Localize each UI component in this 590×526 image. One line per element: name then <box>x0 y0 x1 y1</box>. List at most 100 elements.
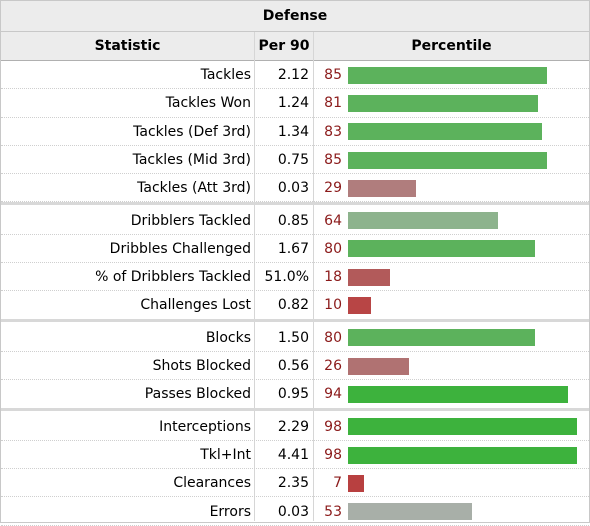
per90-value: 2.29 <box>277 418 309 435</box>
per90-value: 0.85 <box>277 212 309 229</box>
table-row: Tackles (Def 3rd) 1.34 83 <box>1 118 589 146</box>
row-divider <box>1 350 589 352</box>
percentile-bar <box>348 446 578 464</box>
percentile-value: 98 <box>324 446 342 463</box>
per90-value: 0.03 <box>277 503 309 520</box>
row-divider <box>1 262 589 264</box>
percentile-bar <box>348 94 538 112</box>
stat-name: Tackles Won <box>165 95 251 112</box>
table-row: Dribblers Tackled 0.85 64 <box>1 207 589 235</box>
stat-name: Blocks <box>205 329 251 346</box>
percentile-bar <box>348 329 536 347</box>
stat-name: Passes Blocked <box>144 386 251 403</box>
stat-name: Tackles <box>200 67 251 83</box>
row-divider <box>1 173 589 175</box>
percentile-bar <box>348 268 391 286</box>
row-divider <box>1 88 589 90</box>
stat-name: Tkl+Int <box>200 446 251 463</box>
stat-name: Challenges Lost <box>140 297 251 314</box>
per90-value: 2.35 <box>277 475 309 492</box>
group-separator <box>1 201 589 205</box>
table-row: Interceptions 2.29 98 <box>1 413 589 441</box>
row-divider <box>1 439 589 441</box>
percentile-bar <box>348 297 372 315</box>
row-divider <box>1 290 589 292</box>
group-separator <box>1 407 589 411</box>
table-row: Blocks 1.50 80 <box>1 324 589 352</box>
percentile-value: 94 <box>324 386 342 403</box>
table-row: Dribbles Challenged 1.67 80 <box>1 235 589 264</box>
per90-value: 0.03 <box>277 180 309 197</box>
percentile-value: 98 <box>324 418 342 435</box>
percentile-bar <box>348 151 547 169</box>
percentile-value: 85 <box>324 67 342 83</box>
percentile-value: 18 <box>324 269 342 286</box>
column-divider <box>254 32 255 521</box>
percentile-bar <box>348 474 365 492</box>
percentile-value: 29 <box>324 180 342 197</box>
percentile-bar <box>348 123 543 141</box>
table-row: Tackles Won 1.24 81 <box>1 89 589 118</box>
percentile-bar <box>348 418 578 436</box>
row-divider <box>1 233 589 235</box>
header-row: Statistic Per 90 Percentile <box>1 32 589 61</box>
stat-name: % of Dribblers Tackled <box>95 269 251 286</box>
stat-name: Tackles (Def 3rd) <box>133 123 251 140</box>
table-row: Shots Blocked 0.56 26 <box>1 352 589 381</box>
stat-name: Dribblers Tackled <box>130 212 251 229</box>
per90-value: 0.75 <box>277 151 309 168</box>
percentile-bar <box>348 385 568 403</box>
percentile-bar <box>348 357 409 375</box>
percentile-bar <box>348 503 473 521</box>
header-per90[interactable]: Per 90 <box>258 38 310 54</box>
stat-name: Shots Blocked <box>152 358 251 374</box>
percentile-bar <box>348 212 498 230</box>
per90-value: 1.24 <box>277 95 309 112</box>
table-row: Errors 0.03 53 <box>1 498 589 526</box>
stat-name: Tackles (Mid 3rd) <box>132 151 251 168</box>
row-divider <box>1 379 589 381</box>
percentile-value: 80 <box>324 240 342 257</box>
per90-value: 2.12 <box>277 67 309 83</box>
percentile-value: 53 <box>324 503 342 520</box>
row-divider <box>1 468 589 470</box>
row-divider <box>1 496 589 498</box>
group-separator <box>1 318 589 322</box>
per90-value: 4.41 <box>277 446 309 463</box>
table-row: % of Dribblers Tackled 51.0% 18 <box>1 263 589 292</box>
table-row: Challenges Lost 0.82 10 <box>1 291 589 320</box>
percentile-value: 80 <box>324 329 342 346</box>
stat-name: Tackles (Att 3rd) <box>137 180 251 197</box>
table-row: Tkl+Int 4.41 98 <box>1 441 589 470</box>
per90-value: 0.56 <box>277 358 309 374</box>
row-divider <box>1 144 589 146</box>
percentile-value: 7 <box>333 475 342 492</box>
stat-name: Interceptions <box>159 418 251 435</box>
table-row: Tackles (Att 3rd) 0.03 29 <box>1 174 589 203</box>
table-row: Passes Blocked 0.95 94 <box>1 380 589 409</box>
table-row: Tackles 2.12 85 <box>1 61 589 90</box>
percentile-value: 26 <box>324 358 342 374</box>
per90-value: 1.34 <box>277 123 309 140</box>
table-title-text: Defense <box>262 8 328 24</box>
column-divider <box>313 32 314 521</box>
stat-name: Clearances <box>173 475 251 492</box>
percentile-bar <box>348 66 547 84</box>
percentile-value: 10 <box>324 297 342 314</box>
header-percentile[interactable]: Percentile <box>411 38 492 54</box>
table-title: Defense <box>1 1 589 32</box>
header-statistic[interactable]: Statistic <box>94 38 161 54</box>
per90-value: 1.67 <box>277 240 309 257</box>
percentile-value: 64 <box>324 212 342 229</box>
table-row: Tackles (Mid 3rd) 0.75 85 <box>1 146 589 175</box>
stat-name: Errors <box>209 503 251 520</box>
percentile-bar <box>348 179 416 197</box>
percentile-value: 81 <box>324 95 342 112</box>
table-row: Clearances 2.35 7 <box>1 469 589 498</box>
percentile-bar <box>348 240 536 258</box>
row-divider <box>1 116 589 118</box>
percentile-value: 83 <box>324 123 342 140</box>
per90-value: 51.0% <box>264 269 309 286</box>
